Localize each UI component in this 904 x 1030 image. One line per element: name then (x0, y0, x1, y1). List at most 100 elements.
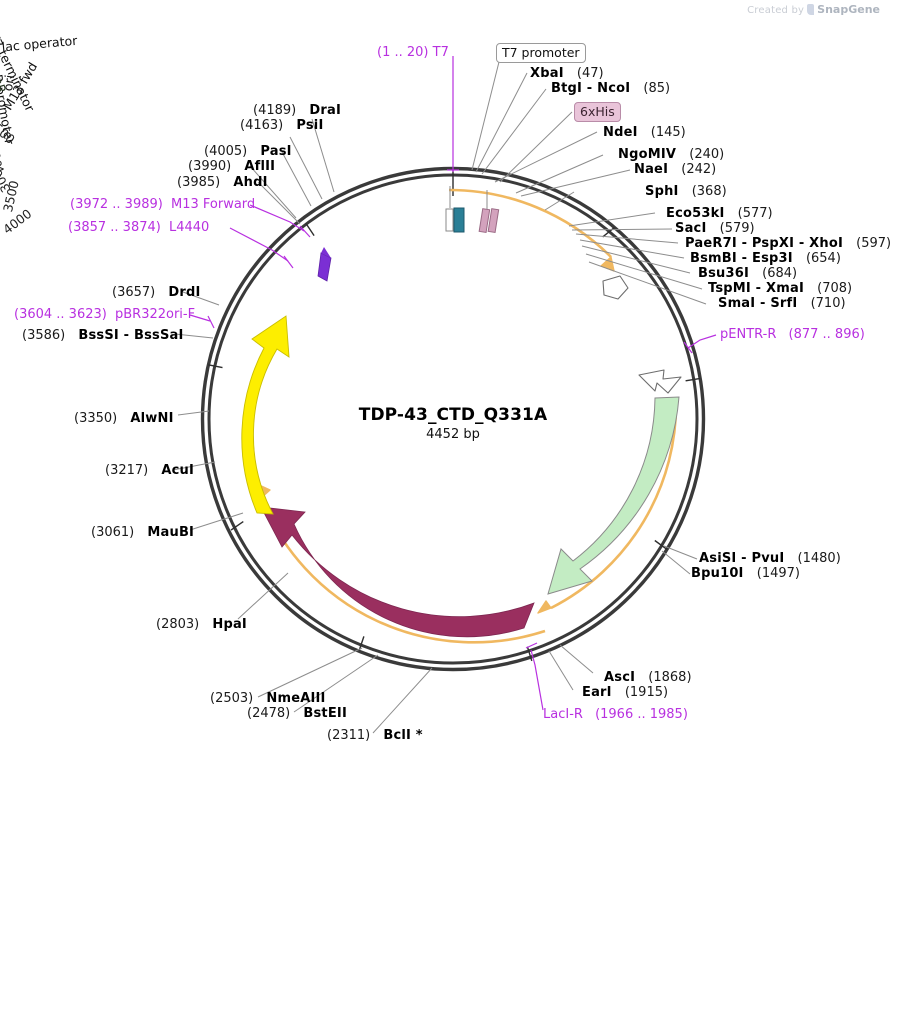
enzyme-label-eari[interactable]: EarI (1915) (582, 685, 668, 700)
primer-t7[interactable]: (1 .. 20) T7 (377, 45, 449, 60)
laci-feature-arrow (260, 506, 535, 638)
enzyme-name: SacI (675, 221, 707, 236)
enzyme-position: (47) (576, 66, 604, 81)
enzyme-name: HpaI (212, 617, 247, 632)
enzyme-name: XbaI (530, 66, 564, 81)
enzyme-position: (3217) (105, 463, 149, 478)
enzyme-name: PaeR7I - PspXI - XhoI (685, 236, 844, 251)
enzyme-name: AlwNI (130, 411, 174, 426)
enzyme-label-alwni[interactable]: (3350) AlwNI (74, 411, 174, 426)
enzyme-label-asci[interactable]: AscI (1868) (604, 670, 692, 685)
primer-l4440-label: L4440 (168, 220, 210, 235)
enzyme-name: NaeI (634, 162, 669, 177)
primer-m13-forward[interactable]: (3972 .. 3989) M13 Forward (70, 197, 255, 212)
enzyme-position: (1915) (624, 685, 669, 700)
enzyme-position: (4005) (204, 144, 248, 159)
plasmid-map-canvas: .bb{fill:none;stroke:#3a3a3a;} .lead{fil… (0, 3, 891, 743)
enzyme-name: AsiSI - PvuI (699, 551, 785, 566)
enzyme-position: (4163) (240, 118, 284, 133)
enzyme-position: (242) (681, 162, 717, 177)
watermark-brand: SnapGene (817, 3, 880, 16)
enzyme-position: (710) (810, 296, 846, 311)
enzyme-position: (2803) (156, 617, 200, 632)
enzyme-name: DraI (309, 103, 341, 118)
enzyme-label-bsteii[interactable]: (2478) BstEII (247, 706, 347, 721)
enzyme-name: AhdI (233, 175, 268, 190)
m13-fwd-arrow (317, 247, 332, 282)
enzyme-name: Bpu10I (691, 566, 744, 581)
ori-feature-arrow (241, 315, 290, 515)
enzyme-name: BstEII (303, 706, 347, 721)
enzyme-label-xbai[interactable]: XbaI (47) (530, 66, 604, 81)
enzyme-position: (3985) (177, 175, 221, 190)
enzyme-label-pasi[interactable]: (4005) PasI (204, 144, 292, 159)
enzyme-label-eco53ki[interactable]: Eco53kI (577) (666, 206, 773, 221)
enzyme-position: (240) (689, 147, 725, 162)
enzyme-label-smai-srfi[interactable]: SmaI - SrfI (710) (718, 296, 846, 311)
enzyme-name: AcuI (161, 463, 195, 478)
enzyme-name: NgoMIV (618, 147, 677, 162)
primer-laci-r-range: (1966 .. 1985) (595, 707, 688, 722)
enzyme-name: BtgI - NcoI (551, 81, 631, 96)
primer-laci-r[interactable]: LacI-R (1966 .. 1985) (543, 707, 688, 722)
enzyme-label-btgi-ncoi[interactable]: BtgI - NcoI (85) (551, 81, 670, 96)
enzyme-label-aflii[interactable]: (3990) AflII (188, 159, 275, 174)
plasmid-name: TDP-43_CTD_Q331A (358, 405, 548, 425)
enzyme-name: Eco53kI (666, 206, 725, 221)
plasmid-size: 4452 bp (426, 427, 480, 442)
enzyme-label-bcli[interactable]: (2311) BclI * (327, 728, 423, 743)
enzyme-position: (1497) (756, 566, 800, 581)
primer-l4440[interactable]: (3857 .. 3874) L4440 (68, 220, 209, 235)
enzyme-label-hpai[interactable]: (2803) HpaI (156, 617, 247, 632)
enzyme-name: NmeAIII (266, 691, 326, 706)
enzyme-label-ngomiv[interactable]: NgoMIV (240) (618, 147, 724, 162)
enzyme-label-psii[interactable]: (4163) PsiI (240, 118, 324, 133)
enzyme-label-saci[interactable]: SacI (579) (675, 221, 755, 236)
enzyme-position: (684) (762, 266, 798, 281)
enzyme-label-sphi[interactable]: SphI (368) (645, 184, 727, 199)
ampr-promoter-arrow (638, 369, 682, 394)
watermark-prefix: Created by (747, 5, 805, 16)
feature-label-6xhis[interactable]: 6xHis (574, 102, 621, 122)
enzyme-label-tspmi-xmai[interactable]: TspMI - XmaI (708) (708, 281, 852, 296)
enzyme-label-bpu10i[interactable]: Bpu10I (1497) (691, 566, 800, 581)
enzyme-position: (2311) (327, 728, 371, 743)
enzyme-label-paer7i-pspxi-xhoi[interactable]: PaeR7I - PspXI - XhoI (597) (685, 236, 891, 251)
enzyme-name: NdeI (603, 125, 638, 140)
enzyme-label-bsu36i[interactable]: Bsu36I (684) (698, 266, 797, 281)
kanr-transcript-arc (537, 397, 678, 614)
plasmid-diagram-svg: .bb{fill:none;stroke:#3a3a3a;} .lead{fil… (172, 56, 717, 734)
primer-pentr-r[interactable]: pENTR-R (877 .. 896) (720, 327, 865, 342)
enzyme-position: (577) (737, 206, 773, 221)
lac-operator-glyph (445, 207, 465, 233)
primer-pbr322ori-f[interactable]: (3604 .. 3623) pBR322ori-F (14, 307, 195, 322)
enzyme-name: BclI * (383, 728, 423, 743)
primer-laci-r-label: LacI-R (543, 707, 583, 722)
enzyme-label-nmeaiii[interactable]: (2503) NmeAIII (210, 691, 326, 706)
enzyme-position: (579) (719, 221, 755, 236)
enzyme-name: PasI (260, 144, 292, 159)
enzyme-label-maubi[interactable]: (3061) MauBI (91, 525, 194, 540)
enzyme-label-ndei[interactable]: NdeI (145) (603, 125, 686, 140)
enzyme-label-drai[interactable]: (4189) DraI (253, 103, 341, 118)
enzyme-label-bsssi-bsssai[interactable]: (3586) BssSI - BssSaI (22, 328, 184, 343)
t7-transcript-arc (448, 188, 615, 272)
primer-pentr-r-label: pENTR-R (720, 327, 777, 342)
coordinate-ticks (208, 223, 701, 662)
enzyme-name: DrdI (168, 285, 201, 300)
snapgene-logo-icon (807, 4, 815, 15)
enzyme-name: Bsu36I (698, 266, 750, 281)
enzyme-label-acui[interactable]: (3217) AcuI (105, 463, 194, 478)
kanr-feature-arrow (547, 396, 680, 595)
enzyme-label-drdi[interactable]: (3657) DrdI (112, 285, 201, 300)
enzyme-label-ahdi[interactable]: (3985) AhdI (177, 175, 268, 190)
enzyme-position: (3586) (22, 328, 66, 343)
enzyme-position: (3990) (188, 159, 232, 174)
enzyme-position: (368) (691, 184, 727, 199)
feature-label-t7-promoter[interactable]: T7 promoter (496, 43, 586, 63)
enzyme-label-asisi-pvui[interactable]: AsiSI - PvuI (1480) (699, 551, 841, 566)
enzyme-position: (3061) (91, 525, 135, 540)
enzyme-name: BsmBI - Esp3I (690, 251, 793, 266)
enzyme-label-naei[interactable]: NaeI (242) (634, 162, 716, 177)
enzyme-label-bsmbi-esp3i[interactable]: BsmBI - Esp3I (654) (690, 251, 841, 266)
